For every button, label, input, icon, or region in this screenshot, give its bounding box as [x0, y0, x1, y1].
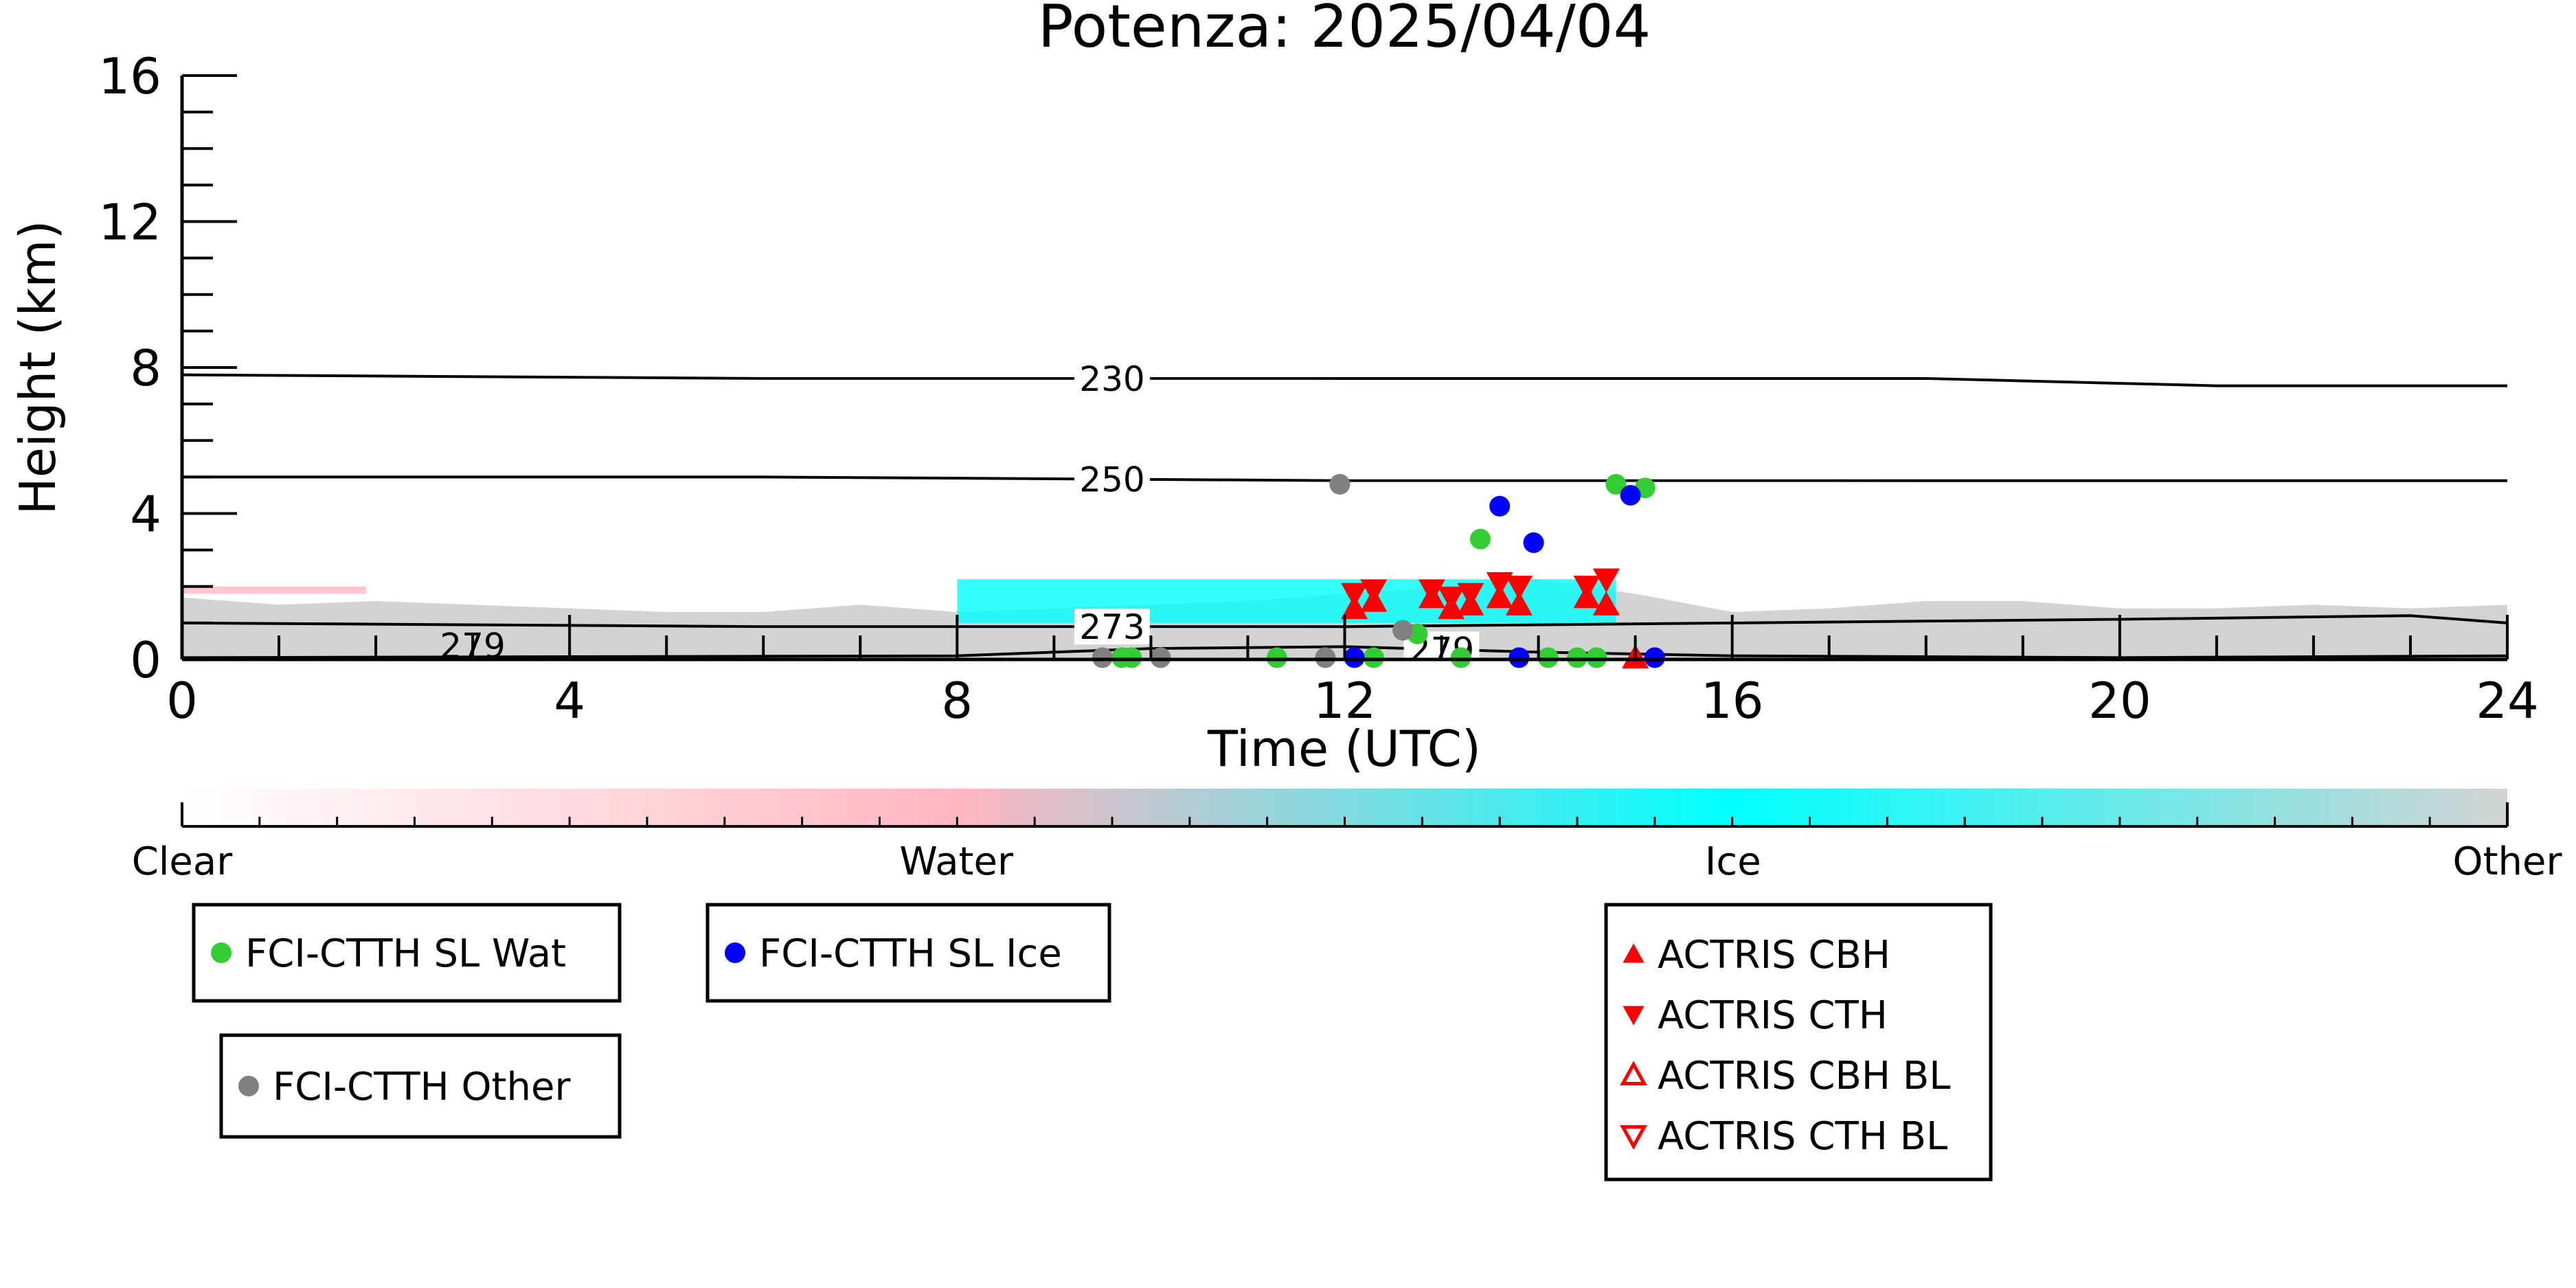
- isotherm-230: [182, 373, 2507, 387]
- legend-label-actris-cth: ACTRIS CTH: [1658, 993, 1888, 1038]
- point-fci-ctth-sl-wat: [1586, 647, 1607, 668]
- point-fci-ctth-sl-wat: [1567, 647, 1588, 668]
- point-fci-ctth-sl-ice: [1523, 532, 1544, 553]
- legend-label-actris-cth-bl: ACTRIS CTH BL: [1658, 1114, 1947, 1159]
- y-tick-label: 4: [130, 486, 161, 543]
- point-actris-cth: [1592, 568, 1620, 593]
- isotherm-label-bg: [1074, 360, 1150, 396]
- point-actris-cbh: [1505, 591, 1533, 615]
- legend-marker-fci-ctth-other: [238, 1076, 259, 1096]
- point-fci-ctth-sl-wat: [1537, 647, 1559, 668]
- legend-label-fci-ctth-sl-ice: FCI-CTTH SL Ice: [759, 931, 1062, 976]
- point-actris-cth: [1457, 583, 1484, 607]
- legend-box: [192, 903, 622, 1003]
- point-actris-cth: [1341, 583, 1368, 607]
- isotherm-label-bg: [1074, 461, 1150, 497]
- isotherm-label-bg: [1074, 609, 1150, 645]
- point-actris-cth: [1505, 576, 1533, 600]
- colorbar: Clear Water Ice Other: [132, 789, 2562, 884]
- legend-marker-actris-cbh: [1623, 943, 1645, 963]
- legend-label-fci-ctth-sl-wat: FCI-CTTH SL Wat: [245, 931, 566, 976]
- x-tick-label: 4: [554, 672, 585, 730]
- colorbar-label-ice: Ice: [1705, 839, 1761, 884]
- x-tick-label: 16: [1701, 672, 1764, 730]
- legend-label-fci-ctth-other: FCI-CTTH Other: [273, 1065, 571, 1109]
- point-fci-ctth-other: [1150, 647, 1171, 668]
- colorbar-label-other: Other: [2452, 839, 2562, 884]
- colorbar-label-water: Water: [899, 839, 1014, 884]
- point-fci-ctth-other: [1092, 647, 1113, 668]
- point-fci-ctth-sl-wat: [1363, 647, 1384, 668]
- x-tick-label: 0: [166, 672, 198, 730]
- layer-water: [182, 586, 366, 594]
- isotherm-label: 250: [1079, 460, 1144, 500]
- x-axis-label: Time (UTC): [1207, 720, 1481, 778]
- y-tick-label: 16: [98, 47, 161, 105]
- point-actris-cth: [1360, 579, 1388, 604]
- x-tick-label: 12: [1313, 672, 1377, 730]
- colorbar-label-clear: Clear: [132, 839, 233, 884]
- data-points: [1092, 474, 1665, 668]
- legend-label-actris-cbh: ACTRIS CBH: [1658, 933, 1890, 978]
- x-tick-label: 24: [2476, 672, 2539, 730]
- point-fci-ctth-sl-wat: [1605, 474, 1627, 495]
- legend-box: [1604, 903, 1993, 1182]
- legend-box: [705, 903, 1111, 1003]
- legend-marker-actris-cth-bl: [1620, 1125, 1647, 1150]
- point-actris-cth: [1418, 579, 1445, 604]
- point-actris-cth: [1438, 587, 1465, 611]
- isotherm-label: 273: [1079, 607, 1144, 647]
- point-fci-ctth-other: [1315, 647, 1336, 668]
- y-axis-label: Height (km): [9, 221, 67, 515]
- legend-marker-fci-ctth-sl-ice: [725, 942, 745, 963]
- point-fci-ctth-other: [1329, 474, 1351, 495]
- legend: FCI-CTTH SL Wat FCI-CTTH SL Ice FCI-CTTH O…: [192, 903, 1993, 1182]
- chart-title: Potenza: 2025/04/04: [1038, 0, 1651, 61]
- legend-marker-actris-cbh-bl: [1620, 1061, 1647, 1085]
- y-tick-label: 0: [130, 631, 161, 689]
- plot-axes: 0 4 8 12 16 0 4 8 12 16 20 24: [98, 47, 2538, 730]
- point-fci-ctth-sl-wat: [1469, 528, 1491, 550]
- point-fci-ctth-sl-wat: [1266, 647, 1287, 668]
- point-fci-ctth-sl-wat: [1450, 647, 1471, 668]
- isotherm-label: 230: [1079, 359, 1144, 399]
- point-fci-ctth-sl-ice: [1644, 647, 1665, 668]
- point-fci-ctth-sl-ice: [1489, 495, 1511, 517]
- point-fci-ctth-sl-ice: [1509, 647, 1530, 668]
- point-actris-cth: [1573, 576, 1601, 600]
- point-fci-ctth-sl-wat: [1121, 647, 1142, 668]
- legend-label-actris-cbh-bl: ACTRIS CBH BL: [1658, 1054, 1950, 1098]
- x-tick-label: 8: [941, 672, 973, 730]
- legend-marker-fci-ctth-sl-wat: [211, 942, 231, 963]
- x-tick-label: 20: [2088, 672, 2151, 730]
- point-actris-cbh: [1592, 591, 1620, 615]
- y-tick-label: 8: [130, 339, 161, 397]
- point-actris-cth: [1486, 572, 1513, 596]
- point-fci-ctth-sl-ice: [1344, 647, 1365, 668]
- point-fci-ctth-sl-ice: [1620, 484, 1641, 506]
- point-fci-ctth-other: [1392, 620, 1414, 641]
- legend-marker-actris-cth: [1623, 1006, 1645, 1026]
- y-tick-label: 12: [98, 194, 161, 251]
- legend-box: [219, 1033, 622, 1139]
